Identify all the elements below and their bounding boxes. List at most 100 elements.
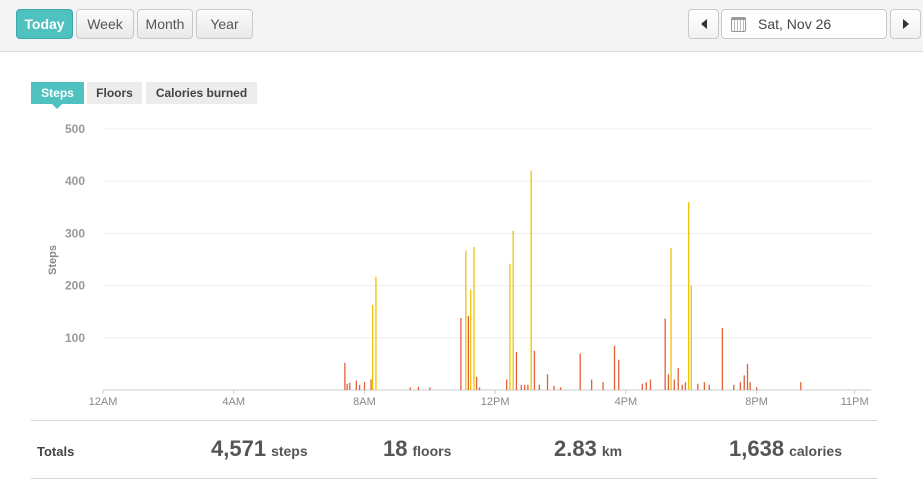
active-tab-pointer: [52, 104, 62, 109]
step-bar: [372, 304, 374, 390]
y-axis-label: Steps: [47, 245, 59, 275]
x-tick-label: 8PM: [745, 396, 768, 408]
x-tick-label: 11PM: [841, 396, 869, 408]
total-distance: 2.83 km: [554, 436, 622, 462]
step-bar: [756, 387, 758, 390]
x-tick-label: 12AM: [89, 396, 118, 408]
date-picker[interactable]: Sat, Nov 26: [721, 9, 887, 39]
step-bar: [417, 386, 420, 390]
step-bar: [475, 376, 478, 390]
totals-top-divider: [31, 420, 877, 421]
previous-day-button[interactable]: [688, 9, 719, 39]
step-bar: [409, 387, 411, 390]
step-bar: [527, 384, 529, 390]
x-tick-label: 8AM: [353, 396, 376, 408]
step-bar: [533, 350, 536, 390]
step-bar: [749, 382, 751, 390]
metric-tab-steps[interactable]: Steps: [31, 82, 84, 104]
y-tick-label: 400: [65, 174, 85, 188]
y-tick-label: 100: [65, 331, 85, 345]
step-bar: [733, 384, 735, 390]
totals-label: Totals: [37, 444, 75, 459]
step-bar: [746, 363, 749, 390]
total-calories: 1,638 calories: [729, 436, 842, 462]
triangle-right-icon: [902, 19, 909, 29]
step-bar: [677, 368, 679, 390]
total-floors-unit: floors: [412, 443, 452, 459]
steps-chart: 100 200 300 400 500 12AM 4AM 8AM 12PM 4PM 8PM 11PM…: [47, 122, 871, 408]
current-date: Sat, Nov 26: [758, 16, 832, 32]
step-bar: [349, 382, 351, 390]
step-bar: [506, 379, 508, 390]
tab-week[interactable]: Week: [76, 9, 134, 39]
step-bar: [520, 384, 523, 390]
step-bar: [641, 383, 643, 390]
total-steps: 4,571 steps: [211, 436, 308, 462]
step-bar: [590, 379, 593, 390]
step-bar: [375, 276, 377, 390]
metric-tab-calories[interactable]: Calories burned: [146, 82, 257, 104]
y-axis: 100 200 300 400 500: [65, 122, 85, 345]
total-distance-unit: km: [601, 443, 623, 459]
step-bar: [684, 382, 687, 390]
total-calories-value: 1,638: [729, 436, 785, 461]
step-bar: [743, 375, 745, 390]
total-floors: 18 floors: [383, 436, 451, 462]
step-bar: [673, 379, 675, 390]
step-bar: [697, 383, 699, 390]
step-bar: [739, 382, 741, 390]
step-bar: [358, 384, 361, 390]
step-bar: [370, 379, 372, 390]
total-steps-value: 4,571: [211, 436, 267, 461]
step-bar: [703, 382, 706, 390]
step-bar: [681, 384, 683, 390]
step-bar: [721, 327, 724, 390]
chart-grid: [103, 128, 871, 391]
step-bar: [618, 359, 620, 390]
step-bar: [429, 387, 431, 390]
chart-bars: [344, 170, 802, 390]
tab-month[interactable]: Month: [137, 9, 193, 39]
step-bar: [664, 318, 666, 390]
metric-tab-floors[interactable]: Floors: [87, 82, 142, 104]
step-bar: [645, 382, 647, 390]
x-tick-label: 12PM: [481, 396, 510, 408]
total-steps-unit: steps: [271, 443, 308, 459]
step-bar: [460, 317, 462, 390]
x-tick-label: 4PM: [615, 396, 638, 408]
step-bar: [530, 170, 532, 390]
y-tick-label: 300: [65, 226, 85, 240]
step-bar: [688, 202, 690, 390]
step-bar: [512, 230, 514, 390]
step-bar: [467, 315, 470, 390]
step-bar: [670, 248, 672, 390]
next-day-button[interactable]: [890, 9, 921, 39]
x-axis: 12AM 4AM 8AM 12PM 4PM 8PM 11PM: [89, 390, 869, 408]
step-bar: [346, 383, 348, 390]
step-bar: [355, 380, 357, 390]
step-bar: [470, 289, 472, 390]
step-bar: [515, 351, 518, 390]
top-toolbar: Today Week Month Year Sat, Nov 26: [0, 0, 923, 52]
step-bar: [538, 384, 540, 390]
step-bar: [473, 246, 475, 390]
total-distance-value: 2.83: [554, 436, 597, 461]
y-tick-label: 200: [65, 279, 85, 293]
triangle-left-icon: [700, 19, 707, 29]
total-floors-value: 18: [383, 436, 408, 461]
step-bar: [667, 374, 670, 390]
total-calories-unit: calories: [789, 443, 842, 459]
step-bar: [800, 382, 802, 390]
y-tick-label: 500: [65, 122, 85, 136]
tab-year[interactable]: Year: [196, 9, 253, 39]
step-bar: [509, 263, 511, 390]
tab-today[interactable]: Today: [16, 9, 73, 39]
step-bar: [523, 384, 526, 390]
step-bar: [613, 345, 616, 390]
x-tick-label: 4AM: [222, 396, 245, 408]
step-bar: [579, 353, 581, 390]
step-bar: [553, 385, 555, 390]
step-bar: [344, 362, 346, 390]
calendar-icon: [731, 16, 746, 32]
totals-bottom-divider: [31, 478, 877, 479]
